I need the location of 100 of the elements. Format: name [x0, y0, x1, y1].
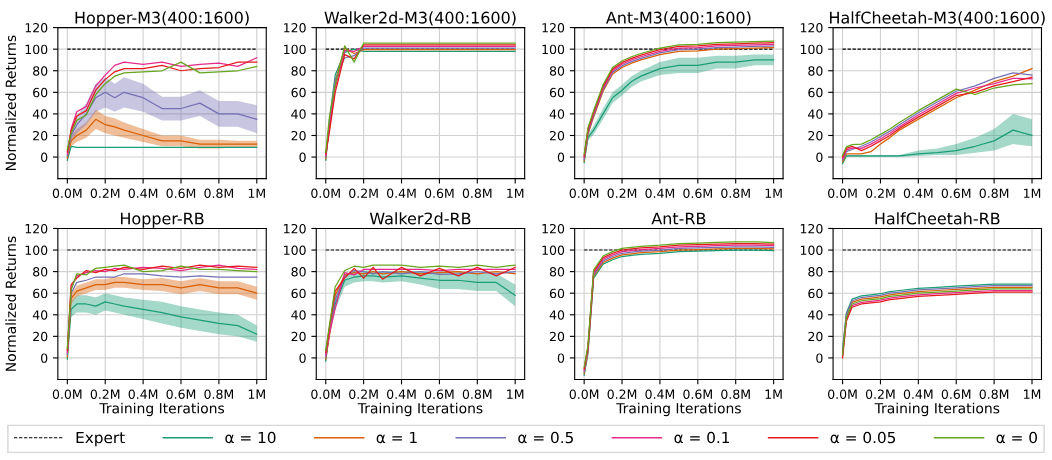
x-tick-label: 0.0M: [52, 188, 82, 199]
x-tick-label: 0.2M: [865, 389, 895, 399]
x-tick-label: 0.6M: [941, 188, 971, 199]
y-tick-label: 40: [549, 310, 565, 320]
x-tick-label: 0.2M: [90, 188, 120, 199]
x-tick-label: 0.0M: [311, 188, 340, 199]
y-tick-label: 120: [800, 223, 823, 234]
x-tick-label: 0.8M: [204, 389, 233, 399]
y-tick-label: 120: [542, 223, 565, 234]
y-tick-label: 60: [808, 87, 823, 98]
x-tick-label: 0.4M: [128, 188, 158, 199]
x-tick-label: 0.2M: [349, 389, 378, 399]
y-tick-label: 100: [542, 44, 565, 55]
x-tick-label: 0.0M: [828, 188, 857, 199]
legend-label: α = 0.05: [830, 431, 896, 444]
y-tick-label: 60: [33, 87, 48, 98]
y-tick-label: 120: [542, 23, 565, 33]
legend-label: α = 0: [996, 431, 1037, 444]
x-axis-title: Training Iterations: [99, 402, 225, 417]
y-tick-label: 120: [284, 23, 306, 33]
x-tick-label: 0.4M: [645, 188, 675, 199]
x-tick-label: 1M: [507, 389, 524, 399]
x-tick-label: 0.6M: [166, 188, 196, 199]
x-axis-title: Training Iterations: [616, 402, 741, 417]
x-tick-label: 1M: [765, 188, 782, 198]
y-tick-label: 60: [808, 288, 823, 299]
x-tick-label: 0.4M: [387, 389, 416, 399]
y-tick-label: 40: [808, 109, 823, 119]
x-tick-label: 0.4M: [645, 389, 675, 399]
x-tick-label: 1M: [1024, 389, 1041, 399]
y-tick-label: 0: [816, 353, 823, 363]
x-tick-label: 1M: [248, 188, 265, 198]
y-tick-label: 0: [816, 152, 823, 162]
x-tick-label: 1M: [765, 389, 782, 399]
y-tick-label: 100: [284, 245, 306, 255]
y-axis-title: Normalized Returns: [5, 236, 17, 371]
x-tick-label: 0.8M: [204, 188, 233, 199]
x-tick-label: 0.4M: [128, 389, 158, 399]
chart-title: Walker2d-M3(400:1600): [324, 11, 516, 26]
chart-title: HalfCheetah-RB: [875, 212, 1000, 225]
y-tick-label: 40: [291, 109, 306, 119]
x-tick-label: 0.2M: [349, 188, 378, 199]
x-tick-label: 0.4M: [387, 188, 416, 199]
x-tick-label: 0.0M: [828, 389, 857, 399]
y-tick-label: 0: [41, 152, 48, 162]
chart-title: Walker2d-RB: [369, 212, 471, 225]
x-tick-label: 1M: [248, 389, 265, 399]
y-tick-label: 20: [808, 130, 823, 141]
y-tick-label: 120: [25, 223, 48, 234]
y-tick-label: 20: [291, 130, 306, 141]
y-tick-label: 120: [284, 223, 306, 234]
x-tick-label: 0.6M: [424, 389, 454, 399]
legend-label: α = 1: [376, 431, 417, 444]
x-tick-label: 0.6M: [424, 188, 454, 199]
x-tick-label: 0.2M: [865, 188, 895, 199]
y-tick-label: 40: [808, 310, 823, 320]
y-tick-label: 0: [41, 353, 48, 363]
x-tick-label: 0.6M: [683, 188, 712, 199]
x-tick-label: 0.0M: [569, 389, 599, 399]
y-tick-label: 80: [549, 267, 565, 277]
y-tick-label: 100: [25, 44, 48, 55]
x-tick-label: 0.8M: [462, 389, 492, 399]
x-tick-label: 0.2M: [607, 389, 637, 399]
x-tick-label: 0.6M: [166, 389, 196, 399]
x-tick-label: 1M: [507, 188, 524, 198]
y-tick-label: 100: [25, 245, 48, 255]
x-tick-label: 0.6M: [941, 389, 971, 399]
y-tick-label: 40: [32, 109, 48, 119]
y-tick-label: 0: [299, 353, 306, 363]
x-tick-label: 0.0M: [311, 389, 340, 399]
x-tick-label: 0.8M: [979, 188, 1009, 199]
y-tick-label: 100: [800, 44, 823, 55]
x-axis-title: Training Iterations: [357, 402, 483, 417]
x-tick-label: 0.8M: [721, 188, 750, 199]
y-tick-label: 80: [33, 267, 48, 277]
x-tick-label: 0.4M: [903, 389, 933, 399]
x-tick-label: 0.8M: [979, 389, 1009, 399]
x-tick-label: 0.0M: [569, 188, 599, 199]
y-tick-label: 40: [32, 310, 48, 320]
chart-title: Ant-M3(400:1600): [606, 11, 751, 26]
y-tick-label: 60: [549, 288, 565, 299]
y-tick-label: 60: [291, 288, 306, 299]
y-tick-label: 0: [299, 152, 306, 162]
x-tick-label: 0.8M: [721, 389, 750, 399]
y-tick-label: 40: [291, 310, 306, 320]
y-tick-label: 20: [808, 331, 823, 342]
legend-label: Expert: [76, 431, 125, 447]
x-tick-label: 0.4M: [903, 188, 933, 199]
y-tick-label: 80: [808, 267, 823, 277]
x-tick-label: 0.6M: [683, 389, 712, 399]
x-tick-label: 0.2M: [90, 389, 120, 399]
legend-label: α = 10: [225, 431, 276, 444]
y-tick-label: 40: [549, 109, 565, 119]
y-tick-label: 120: [25, 23, 48, 33]
y-tick-label: 20: [33, 331, 48, 342]
x-tick-label: 1M: [1024, 188, 1041, 198]
y-tick-label: 100: [284, 44, 306, 55]
chart-title: Ant-RB: [651, 212, 706, 225]
y-tick-label: 80: [291, 66, 306, 76]
y-tick-label: 80: [33, 66, 48, 76]
